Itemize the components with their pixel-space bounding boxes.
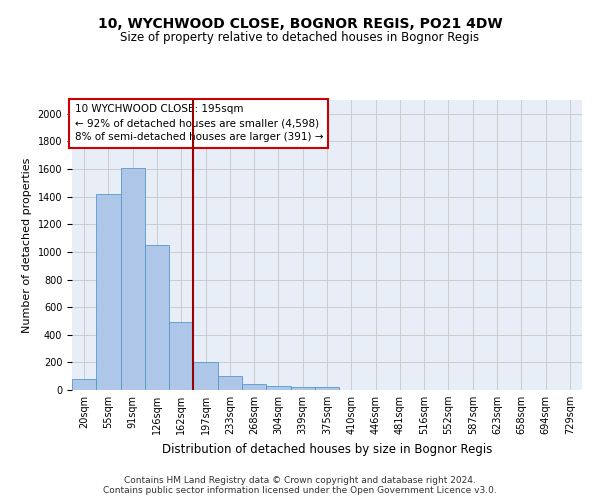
- Text: 10 WYCHWOOD CLOSE: 195sqm
← 92% of detached houses are smaller (4,598)
8% of sem: 10 WYCHWOOD CLOSE: 195sqm ← 92% of detac…: [74, 104, 323, 142]
- Text: Contains HM Land Registry data © Crown copyright and database right 2024.: Contains HM Land Registry data © Crown c…: [124, 476, 476, 485]
- Bar: [121, 168, 145, 390]
- Bar: [169, 322, 193, 390]
- Bar: [145, 245, 169, 390]
- Bar: [72, 379, 96, 390]
- Bar: [242, 384, 266, 390]
- Bar: [290, 387, 315, 390]
- Bar: [193, 362, 218, 390]
- Bar: [96, 194, 121, 390]
- Text: 10, WYCHWOOD CLOSE, BOGNOR REGIS, PO21 4DW: 10, WYCHWOOD CLOSE, BOGNOR REGIS, PO21 4…: [98, 18, 502, 32]
- Bar: [218, 376, 242, 390]
- Bar: [315, 387, 339, 390]
- Text: Contains public sector information licensed under the Open Government Licence v3: Contains public sector information licen…: [103, 486, 497, 495]
- Y-axis label: Number of detached properties: Number of detached properties: [22, 158, 32, 332]
- Bar: [266, 386, 290, 390]
- X-axis label: Distribution of detached houses by size in Bognor Regis: Distribution of detached houses by size …: [162, 442, 492, 456]
- Text: Size of property relative to detached houses in Bognor Regis: Size of property relative to detached ho…: [121, 31, 479, 44]
